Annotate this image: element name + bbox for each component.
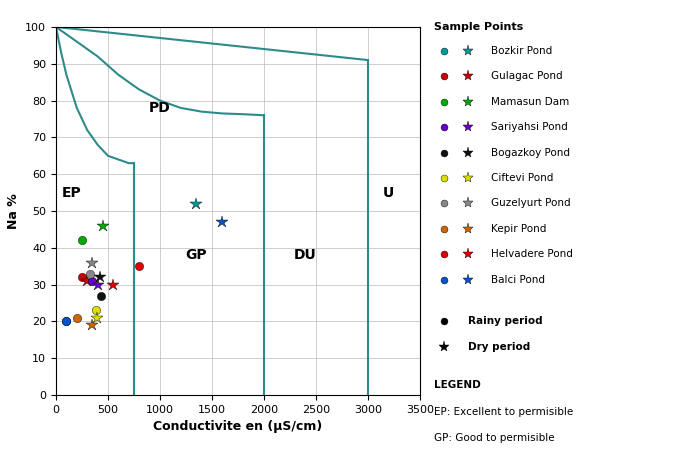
Text: EP: EP (62, 185, 81, 200)
Text: Mamasun Dam: Mamasun Dam (491, 97, 569, 107)
Text: Balci Pond: Balci Pond (491, 275, 545, 285)
Text: Gulagac Pond: Gulagac Pond (491, 71, 563, 81)
Text: PD: PD (149, 101, 171, 115)
Y-axis label: Na %: Na % (7, 193, 20, 229)
Text: Bozkir Pond: Bozkir Pond (491, 46, 552, 56)
Text: Bogazkoy Pond: Bogazkoy Pond (491, 148, 570, 158)
Text: GP: Good to permisible: GP: Good to permisible (434, 433, 554, 443)
Text: EP: Excellent to permisible: EP: Excellent to permisible (434, 407, 573, 417)
Text: Rainy period: Rainy period (468, 317, 542, 326)
Text: Helvadere Pond: Helvadere Pond (491, 249, 573, 260)
Text: LEGEND: LEGEND (434, 380, 481, 391)
Text: Guzelyurt Pond: Guzelyurt Pond (491, 198, 570, 208)
Text: Dry period: Dry period (468, 342, 530, 352)
Text: Sample Points: Sample Points (434, 22, 524, 32)
Text: U: U (383, 185, 394, 200)
Text: DU: DU (294, 248, 317, 262)
Text: Ciftevi Pond: Ciftevi Pond (491, 173, 554, 183)
Text: Kepir Pond: Kepir Pond (491, 224, 547, 234)
Text: GP: GP (186, 248, 207, 262)
X-axis label: Conductivite en (μS/cm): Conductivite en (μS/cm) (153, 420, 323, 433)
Text: Sariyahsi Pond: Sariyahsi Pond (491, 122, 568, 132)
